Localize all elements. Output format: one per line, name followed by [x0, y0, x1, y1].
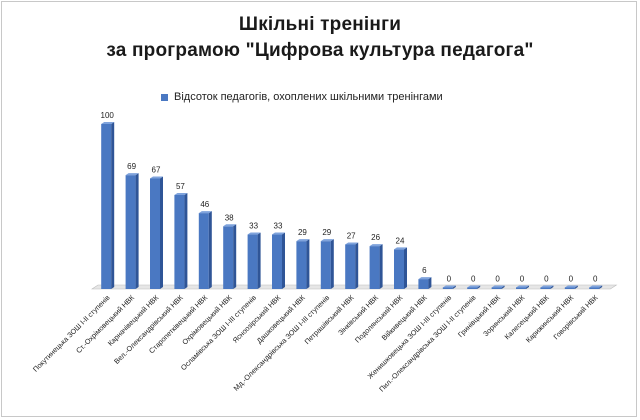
bar-top: [369, 244, 383, 247]
data-label: 33: [249, 222, 258, 231]
bar-side: [111, 122, 115, 289]
bar: [223, 226, 234, 289]
data-label: 38: [225, 213, 234, 222]
bar: [247, 234, 258, 289]
bar-top: [516, 285, 529, 288]
bar-top: [589, 285, 603, 288]
bar-side: [282, 232, 285, 289]
data-label: 0: [593, 275, 598, 284]
bar-top: [150, 176, 163, 179]
data-label: 0: [495, 275, 500, 284]
data-label: 0: [520, 275, 525, 284]
bar-side: [574, 285, 578, 289]
bar-side: [428, 277, 432, 289]
bar-side: [208, 211, 212, 289]
data-label: 27: [347, 231, 356, 240]
bar-top: [345, 242, 359, 245]
bar-top: [272, 232, 285, 235]
data-label: 29: [298, 228, 307, 237]
bar-side: [330, 239, 334, 289]
bar: [491, 287, 502, 289]
data-label: 0: [544, 275, 549, 284]
bar-side: [599, 285, 603, 289]
bar-side: [526, 285, 529, 289]
bar-side: [184, 192, 188, 289]
bar-top: [418, 277, 432, 280]
bar-side: [355, 242, 359, 289]
bar: [467, 287, 478, 289]
bar-top: [198, 211, 212, 214]
bar-side: [233, 224, 237, 289]
bar-side: [306, 239, 310, 289]
bar: [418, 279, 429, 289]
data-label: 0: [447, 275, 452, 284]
bar-top: [540, 285, 554, 288]
bar-top: [296, 239, 310, 242]
legend-swatch: [161, 93, 168, 101]
bar: [540, 287, 551, 289]
bar-top: [125, 173, 139, 176]
legend-label: Відсоток педагогів, охоплених шкільними …: [174, 91, 443, 103]
bar: [394, 249, 404, 289]
data-label: 57: [176, 182, 185, 191]
bar-top: [320, 239, 334, 242]
bar: [101, 124, 112, 289]
bar: [198, 213, 209, 289]
bar-side: [379, 244, 383, 289]
data-label: 46: [200, 200, 209, 209]
data-label: 0: [569, 275, 574, 284]
bar-top: [394, 247, 407, 250]
bar-top: [442, 285, 456, 288]
bar-top: [174, 192, 188, 195]
bar-top: [223, 224, 237, 227]
bar-side: [477, 285, 481, 289]
data-label: 33: [274, 222, 283, 231]
chart-title: Шкільні тренінги: [238, 14, 402, 35]
bar: [442, 287, 453, 289]
bar-side: [550, 285, 554, 289]
bar: [320, 241, 331, 289]
bar: [272, 234, 282, 289]
data-label: 29: [322, 228, 331, 237]
bar: [296, 241, 307, 289]
bar: [150, 178, 160, 289]
data-label: 26: [371, 233, 380, 242]
data-label: 69: [127, 162, 136, 171]
chart-legend: Відсоток педагогів, охоплених шкільними …: [161, 91, 443, 103]
bar: [516, 287, 526, 289]
category-label: Говорівський НВК: [551, 292, 600, 341]
bar: [125, 175, 136, 289]
bar: [369, 246, 380, 289]
bar-side: [257, 232, 261, 289]
data-label: 24: [396, 236, 405, 245]
data-label: 100: [101, 111, 115, 120]
bar-top: [564, 285, 578, 288]
data-label: 0: [471, 275, 476, 284]
bar: [589, 287, 600, 289]
bar-side: [135, 173, 139, 289]
bar-top: [491, 285, 505, 288]
data-label: 67: [152, 165, 161, 174]
bar-side: [501, 285, 505, 289]
bar-top: [467, 285, 481, 288]
bar-side: [160, 176, 163, 289]
chart-subtitle: за програмою "Цифрова культура педагога": [106, 40, 534, 61]
bar: [345, 244, 356, 289]
category-label: Гринівцький НВК: [456, 292, 503, 339]
data-label: 6: [422, 266, 427, 275]
bar-top: [247, 232, 261, 235]
bar-side: [452, 285, 456, 289]
bar-top: [101, 122, 115, 124]
bar: [174, 194, 185, 289]
bar: [564, 287, 575, 289]
bar-side: [404, 247, 407, 289]
